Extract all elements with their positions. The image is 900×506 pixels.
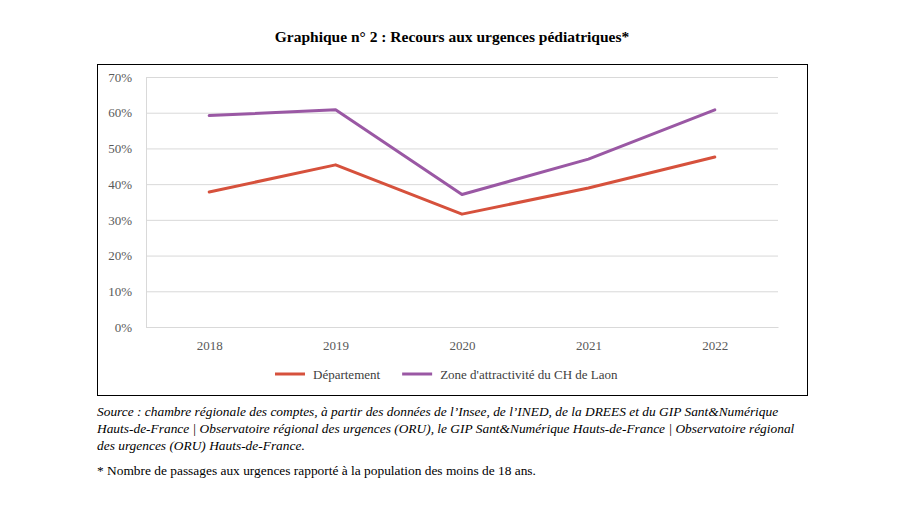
x-axis-line <box>147 327 779 328</box>
x-tick: 2022 <box>702 327 728 353</box>
chart-frame <box>98 65 808 396</box>
x-tick: 2020 <box>450 327 476 353</box>
title: Graphique n° 2 : Recours aux urgences pé… <box>275 28 630 45</box>
x-axis: 2018 2019 2020 2021 2022 <box>147 327 779 353</box>
x-tick: 2019 <box>323 327 349 353</box>
y-tick-label: 20% <box>108 248 132 263</box>
y-tick: 30% <box>108 213 778 228</box>
x-tick: 2021 <box>576 327 602 353</box>
y-tick-label: 70% <box>108 70 132 85</box>
y-tick: 10% <box>108 284 778 299</box>
x-tick-label: 2022 <box>702 338 728 353</box>
y-tick: 70% <box>108 70 778 85</box>
y-tick: 60% <box>108 105 778 120</box>
y-tick-label: 10% <box>108 284 132 299</box>
x-tick: 2018 <box>197 327 223 353</box>
source-note: Source : chambre régionale des comptes, … <box>97 403 812 454</box>
grid-line <box>146 220 778 221</box>
y-tick: 50% <box>108 141 778 156</box>
grid-line <box>146 77 778 78</box>
legend-item: Zone d'attractivité du CH de Laon <box>402 367 618 382</box>
y-tick-label: 30% <box>108 213 132 228</box>
footnote: * Nombre de passages aux urgences rappor… <box>97 462 812 479</box>
y-tick-label: 0% <box>115 320 133 335</box>
series-line <box>209 157 715 214</box>
y-tick: 20% <box>108 248 778 263</box>
legend-swatch <box>275 373 305 376</box>
legend-item: Département <box>275 367 381 382</box>
y-tick: 40% <box>108 177 778 192</box>
grid-line <box>146 291 778 292</box>
grid-line <box>146 327 778 328</box>
legend-label: Département <box>313 367 381 382</box>
y-axis-line <box>147 78 779 328</box>
legend-swatch <box>402 373 432 376</box>
y-tick-label: 60% <box>108 105 132 120</box>
x-tick-label: 2018 <box>197 338 223 353</box>
x-tick-label: 2021 <box>576 338 602 353</box>
lines <box>209 110 715 214</box>
y-axis: 0% 10% 20% 30% 40% 50% 60% 70% <box>108 70 778 335</box>
x-tick-label: 2020 <box>450 338 476 353</box>
x-tick-label: 2019 <box>323 338 349 353</box>
legend: Département Zone d'attractivité du CH de … <box>275 367 618 382</box>
chart: Graphique n° 2 : Recours aux urgences pé… <box>0 0 900 400</box>
series-line <box>209 110 715 195</box>
notes: Source : chambre régionale des comptes, … <box>97 403 812 479</box>
y-tick: 0% <box>115 320 778 335</box>
grid-line <box>146 256 778 257</box>
y-tick-label: 50% <box>108 141 132 156</box>
y-tick-label: 40% <box>108 177 132 192</box>
grid-line <box>146 148 778 149</box>
legend-label: Zone d'attractivité du CH de Laon <box>440 367 618 382</box>
